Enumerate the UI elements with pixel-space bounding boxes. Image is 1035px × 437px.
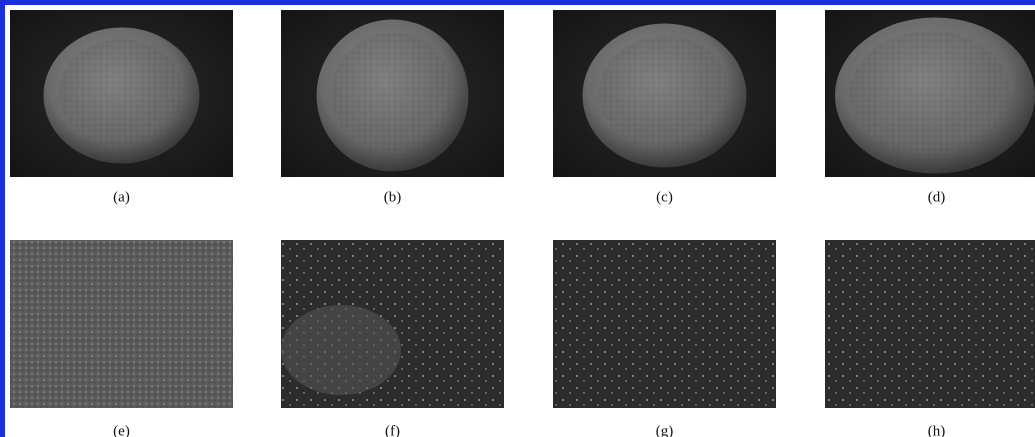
- panel-label: (b): [384, 189, 402, 205]
- sem-image: [553, 240, 776, 408]
- panel-label: (a): [113, 189, 130, 205]
- figure: (a) (b) (c) (d) (e) (f) (g) (h): [0, 0, 1035, 437]
- page: {"panels": [ {"label": "(a)"}, {"label":…: [0, 0, 1035, 437]
- sem-image: [10, 240, 233, 408]
- panel-label: (d): [928, 189, 946, 205]
- panel-label: (c): [656, 189, 673, 205]
- panel-label: (g): [656, 423, 674, 437]
- sem-image: [825, 240, 1035, 408]
- particle-texture: [332, 33, 454, 155]
- frame-left: [0, 0, 5, 437]
- frame-top: [0, 0, 1035, 5]
- particle-texture: [59, 39, 184, 148]
- particle-texture: [599, 36, 730, 151]
- surface-feature: [281, 305, 401, 395]
- panel-label: (h): [928, 423, 946, 437]
- particle-texture: [850, 31, 1010, 156]
- panel-label: (f): [385, 423, 400, 437]
- panel-label: (e): [113, 423, 130, 437]
- panels: (a) (b) (c) (d) (e) (f) (g) (h): [10, 10, 1035, 437]
